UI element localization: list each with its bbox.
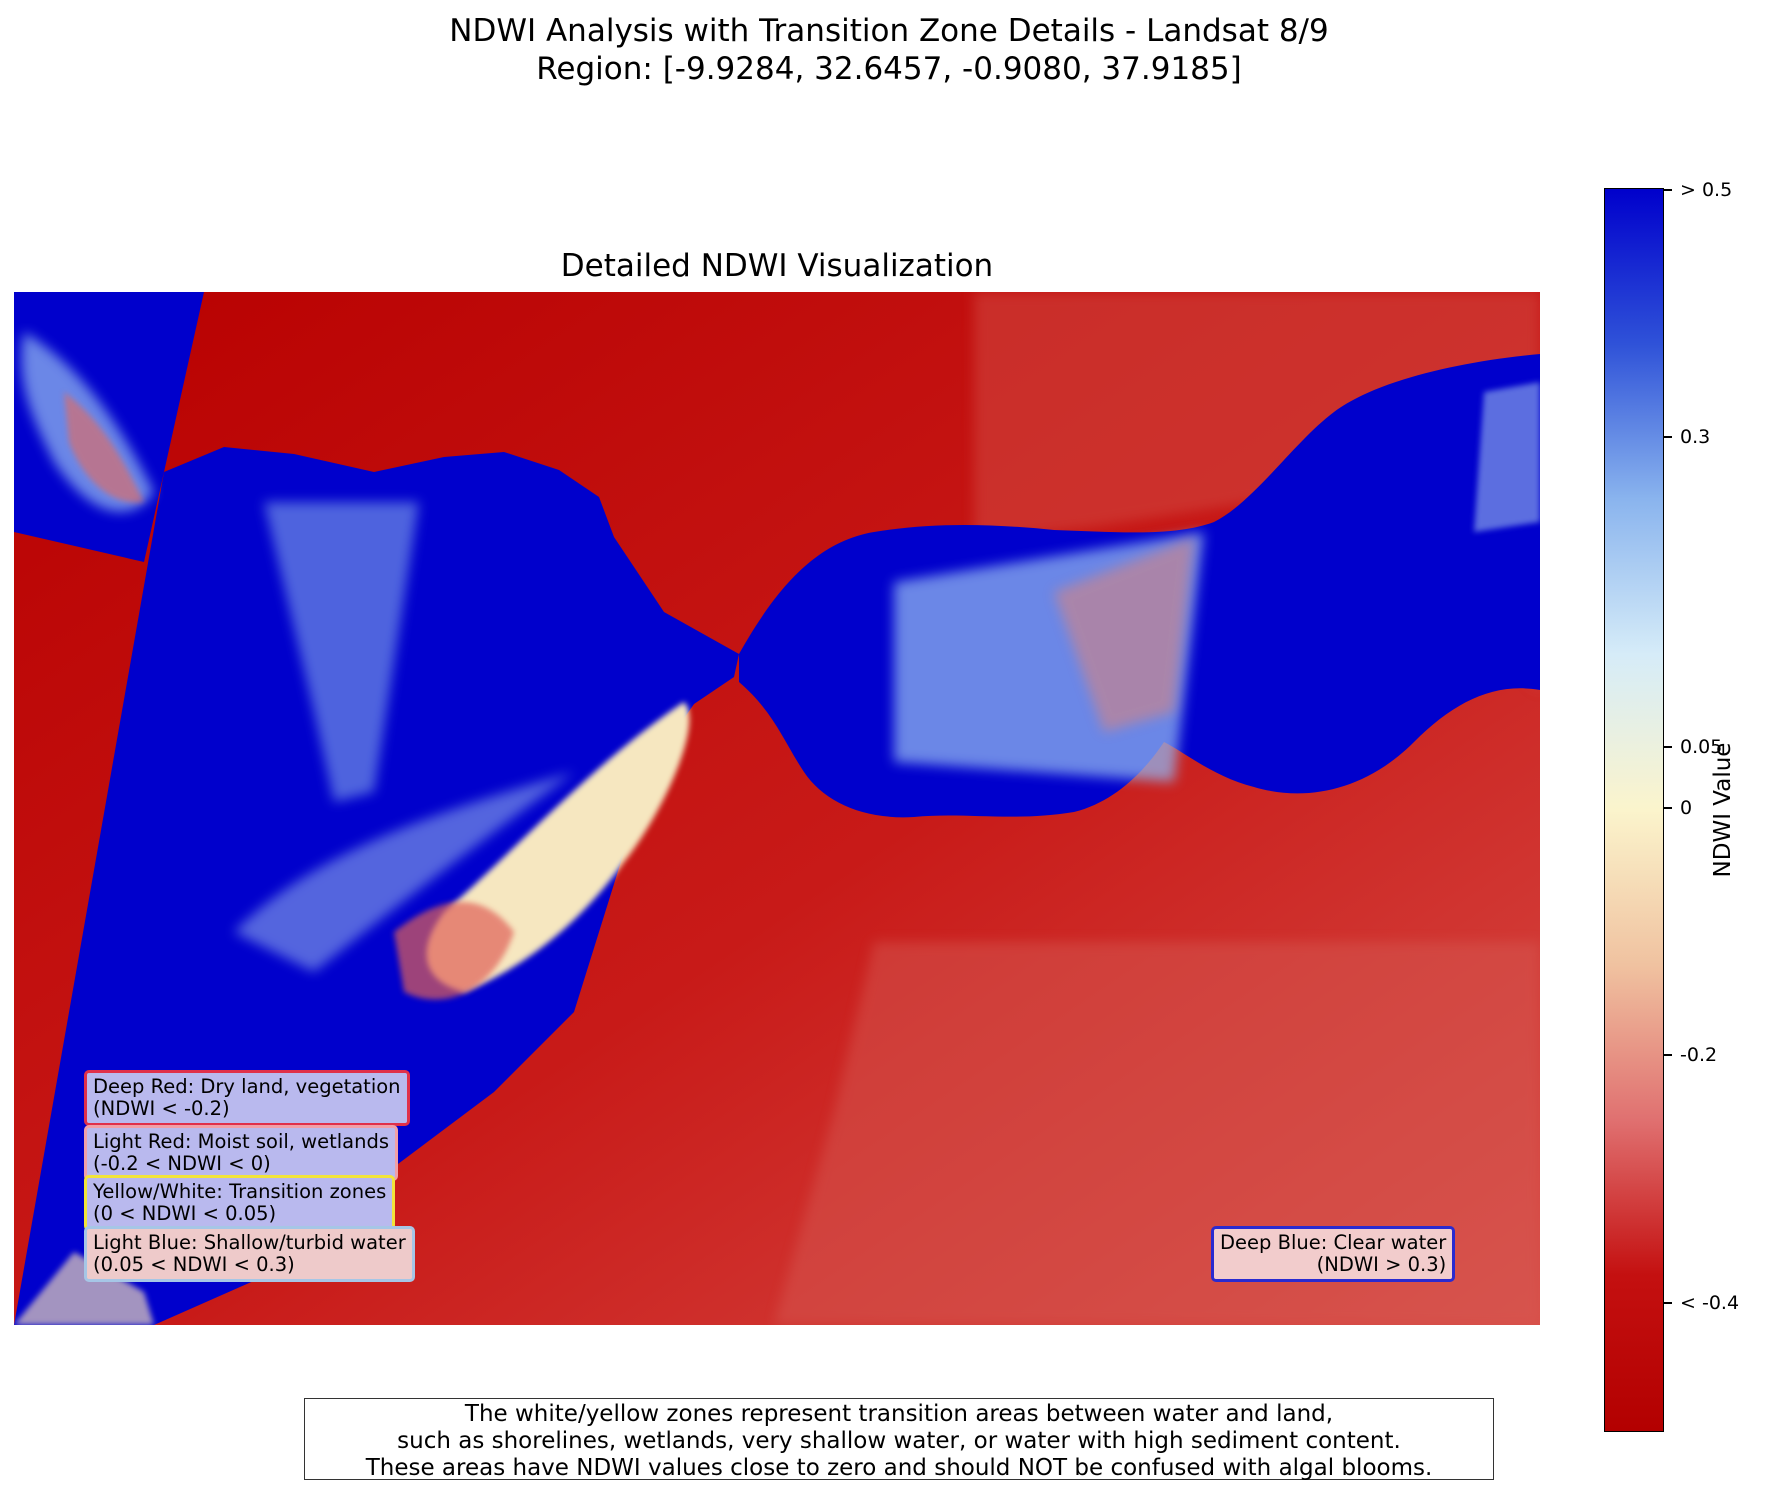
map-title: Detailed NDWI Visualization <box>560 248 994 284</box>
legend-light-blue: Light Blue: Shallow/turbid water (0.05 <… <box>84 1226 415 1282</box>
note-line: The white/yellow zones represent transit… <box>464 1401 1334 1427</box>
colorbar-tick: -0.2 <box>1663 1045 1717 1065</box>
legend-deep-blue-range: (NDWI > 0.3) <box>1316 1253 1447 1276</box>
transition-zone-red <box>394 902 514 1000</box>
legend-transition-range: (0 < NDWI < 0.05) <box>93 1202 277 1225</box>
atlantic-haze <box>264 502 419 802</box>
explanation-note: The white/yellow zones represent transit… <box>304 1398 1494 1481</box>
colorbar <box>1604 188 1664 1432</box>
legend-deep-red-title: Deep Red: Dry land, vegetation <box>93 1075 401 1098</box>
colorbar-tick: 0.3 <box>1663 427 1710 447</box>
legend-light-red: Light Red: Moist soil, wetlands (-0.2 < … <box>84 1125 399 1181</box>
legend-light-blue-range: (0.05 < NDWI < 0.3) <box>93 1253 295 1276</box>
legend-light-red-range: (-0.2 < NDWI < 0) <box>93 1152 271 1175</box>
nw-cloud-core <box>64 392 144 503</box>
note-line: such as shorelines, wetlands, very shall… <box>397 1428 1401 1454</box>
legend-deep-red: Deep Red: Dry land, vegetation (NDWI < -… <box>84 1070 410 1126</box>
legend-deep-red-range: (NDWI < -0.2) <box>93 1097 230 1120</box>
atlantic-cloud-streaks <box>234 772 574 972</box>
legend-transition-title: Yellow/White: Transition zones <box>93 1180 387 1203</box>
legend-deep-blue-title: Deep Blue: Clear water <box>1220 1231 1447 1254</box>
note-line: These areas have NDWI values close to ze… <box>365 1455 1433 1481</box>
colorbar-tick: 0.05 <box>1663 737 1722 757</box>
east-cloud <box>1474 382 1540 532</box>
legend-deep-blue: Deep Blue: Clear water (NDWI > 0.3) <box>1211 1226 1456 1282</box>
colorbar-tick: 0 <box>1663 798 1692 818</box>
colorbar-tick: < -0.4 <box>1663 1293 1739 1313</box>
figure-title: NDWI Analysis with Transition Zone Detai… <box>449 13 1329 49</box>
colorbar-tick: > 0.5 <box>1663 180 1732 200</box>
sw-coastal-haze <box>14 1252 154 1325</box>
legend-light-red-title: Light Red: Moist soil, wetlands <box>93 1130 390 1153</box>
alboran-transition-patch <box>1054 537 1194 732</box>
figure-subtitle: Region: [-9.9284, 32.6457, -0.9080, 37.9… <box>536 51 1242 87</box>
legend-transition: Yellow/White: Transition zones (0 < NDWI… <box>84 1175 396 1231</box>
colorbar-label: NDWI Value <box>1710 742 1736 878</box>
legend-light-blue-title: Light Blue: Shallow/turbid water <box>93 1231 406 1254</box>
